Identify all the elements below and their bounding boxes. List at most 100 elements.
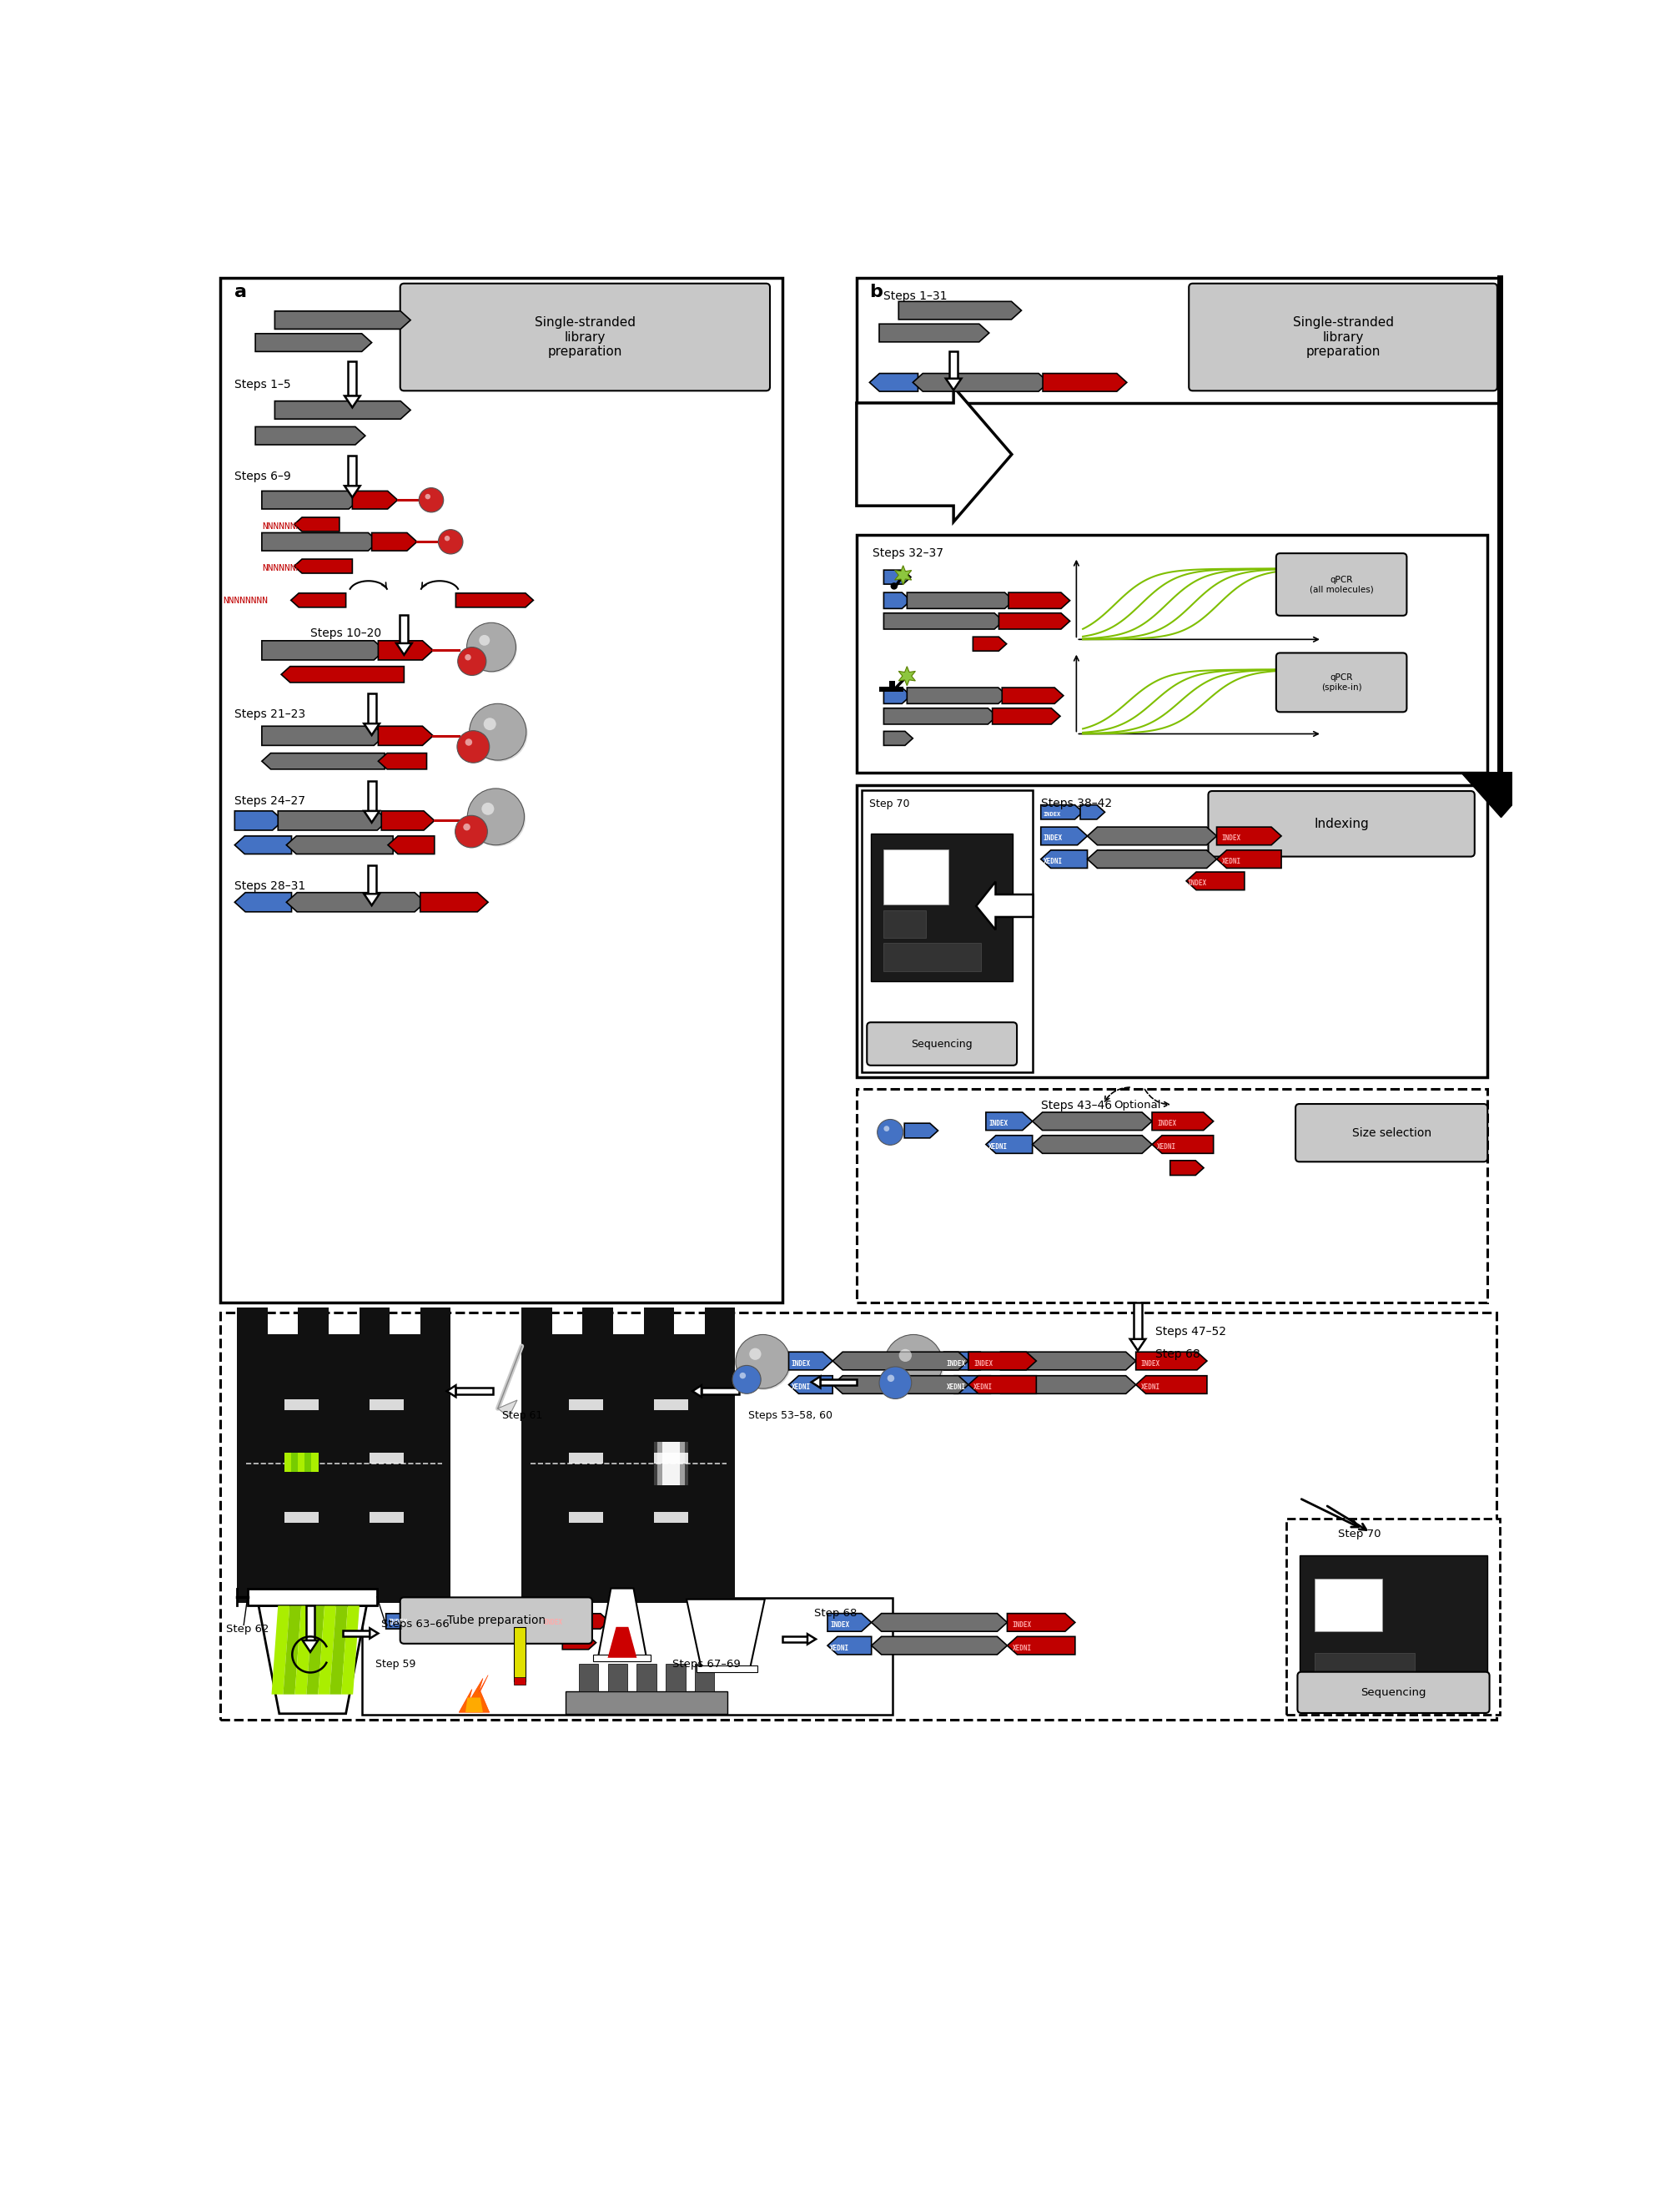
- Bar: [370, 1512, 403, 1523]
- Text: Sequencing: Sequencing: [1361, 1686, 1426, 1697]
- Polygon shape: [281, 667, 403, 682]
- Polygon shape: [1001, 689, 1063, 704]
- Bar: [654, 1441, 687, 1485]
- Polygon shape: [291, 594, 346, 607]
- FancyBboxPatch shape: [400, 282, 769, 391]
- Bar: [870, 834, 1013, 982]
- Text: Steps 24–27: Steps 24–27: [235, 795, 306, 808]
- Bar: [884, 942, 979, 971]
- Circle shape: [887, 1375, 894, 1382]
- Polygon shape: [420, 892, 487, 911]
- Text: Step 70: Step 70: [869, 799, 909, 810]
- Text: Steps 63–66: Steps 63–66: [381, 1618, 449, 1629]
- Polygon shape: [879, 682, 902, 693]
- Circle shape: [420, 488, 444, 512]
- Polygon shape: [381, 810, 433, 830]
- Circle shape: [877, 1119, 902, 1145]
- Text: INDEX: INDEX: [791, 1360, 810, 1366]
- Bar: [284, 1452, 318, 1463]
- Polygon shape: [425, 1613, 544, 1629]
- Polygon shape: [378, 726, 433, 746]
- Circle shape: [739, 1373, 746, 1379]
- Circle shape: [470, 704, 528, 761]
- Bar: [368, 781, 376, 810]
- Circle shape: [465, 653, 470, 660]
- Text: Steps 21–23: Steps 21–23: [235, 708, 306, 719]
- Bar: [304, 1452, 311, 1472]
- Bar: [665, 1664, 685, 1691]
- Bar: [568, 1452, 603, 1463]
- Bar: [884, 850, 948, 905]
- Polygon shape: [274, 402, 410, 419]
- Text: XEDNI: XEDNI: [1156, 1143, 1176, 1150]
- Polygon shape: [990, 1375, 1136, 1393]
- Polygon shape: [1032, 1134, 1151, 1154]
- Polygon shape: [262, 726, 385, 746]
- Polygon shape: [879, 324, 988, 342]
- Text: INDEX: INDEX: [830, 1622, 848, 1629]
- Polygon shape: [946, 380, 961, 391]
- Circle shape: [899, 1348, 911, 1362]
- Polygon shape: [976, 881, 1033, 929]
- Polygon shape: [329, 1607, 348, 1695]
- Polygon shape: [1129, 1340, 1146, 1351]
- FancyBboxPatch shape: [1188, 282, 1497, 391]
- Circle shape: [455, 817, 487, 847]
- Bar: [637, 1664, 655, 1691]
- Polygon shape: [1460, 772, 1541, 817]
- Polygon shape: [247, 1589, 376, 1607]
- Polygon shape: [465, 1697, 482, 1713]
- Text: INDEX: INDEX: [1042, 812, 1060, 817]
- Text: NNNNNNNN: NNNNNNNN: [262, 523, 307, 532]
- Polygon shape: [235, 892, 291, 911]
- Bar: [862, 790, 1033, 1073]
- Bar: [343, 1631, 370, 1635]
- Text: a: a: [235, 285, 247, 300]
- Circle shape: [457, 647, 486, 675]
- Polygon shape: [563, 1635, 596, 1649]
- Polygon shape: [857, 386, 1011, 521]
- Polygon shape: [870, 1638, 1006, 1655]
- Polygon shape: [986, 1134, 1032, 1154]
- Circle shape: [455, 814, 487, 847]
- Bar: [514, 1627, 526, 1682]
- Bar: [1132, 1302, 1141, 1340]
- Text: NNNNNNNN: NNNNNNNN: [223, 596, 267, 605]
- Polygon shape: [306, 1607, 324, 1695]
- Circle shape: [425, 494, 430, 499]
- Circle shape: [738, 1335, 791, 1390]
- Polygon shape: [832, 1375, 968, 1393]
- Polygon shape: [884, 689, 911, 704]
- Circle shape: [884, 1335, 942, 1393]
- Text: XEDNI: XEDNI: [830, 1644, 848, 1651]
- Polygon shape: [286, 892, 425, 911]
- Bar: [949, 351, 958, 380]
- Polygon shape: [447, 1386, 455, 1397]
- Text: XEDNI: XEDNI: [791, 1384, 810, 1390]
- Polygon shape: [1040, 828, 1087, 845]
- Polygon shape: [294, 558, 353, 574]
- Text: NNNNNNNN: NNNNNNNN: [262, 565, 307, 572]
- Text: Single-stranded
library
preparation: Single-stranded library preparation: [1292, 316, 1393, 358]
- Bar: [568, 1399, 603, 1410]
- Polygon shape: [294, 1607, 312, 1695]
- Polygon shape: [884, 591, 911, 609]
- Circle shape: [484, 717, 496, 731]
- Polygon shape: [386, 1613, 428, 1629]
- Text: INDEX: INDEX: [1188, 881, 1206, 887]
- Text: INDEX: INDEX: [1156, 1121, 1176, 1128]
- Polygon shape: [598, 1589, 647, 1657]
- Bar: [578, 1664, 598, 1691]
- Bar: [514, 1677, 526, 1684]
- Polygon shape: [1080, 806, 1104, 819]
- FancyBboxPatch shape: [1275, 653, 1406, 713]
- Text: Size selection: Size selection: [1351, 1128, 1430, 1139]
- Text: Step 70: Step 70: [1337, 1529, 1381, 1540]
- Polygon shape: [806, 1633, 815, 1644]
- Polygon shape: [904, 1123, 937, 1139]
- Polygon shape: [1040, 806, 1082, 819]
- Polygon shape: [1216, 828, 1280, 845]
- Text: Steps 47–52: Steps 47–52: [1154, 1326, 1225, 1337]
- Polygon shape: [907, 689, 1006, 704]
- Bar: [694, 1664, 714, 1691]
